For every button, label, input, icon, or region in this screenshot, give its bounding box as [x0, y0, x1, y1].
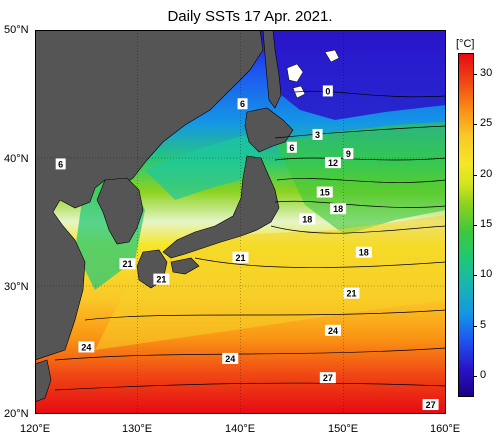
colorbar-tick-mark — [473, 225, 477, 226]
colorbar-tick-mark — [473, 375, 477, 377]
contour-label-bg — [78, 341, 95, 353]
contour-label-bg — [55, 158, 66, 170]
sakhalin-island — [262, 30, 282, 109]
contour-label: 18 — [333, 204, 343, 214]
contour-label-bg — [330, 203, 347, 215]
contour-label: 27 — [323, 373, 333, 383]
contour-label-bg — [237, 98, 248, 110]
contour-label: 12 — [328, 158, 338, 168]
contour-label-bg — [343, 287, 360, 299]
colorbar-tick-label: 20 — [480, 167, 493, 180]
colorbar-tick-mark — [473, 74, 477, 76]
contour-label-bg — [299, 213, 316, 225]
contour-label: 24 — [225, 354, 235, 364]
contour-label: 21 — [122, 259, 132, 269]
lat-label-50n: 50°N — [4, 24, 29, 36]
contour-label: 21 — [156, 275, 166, 285]
asia-mainland — [35, 30, 264, 361]
kuroshio-extension-band — [275, 122, 446, 235]
contour-label-bg — [422, 399, 439, 411]
contour-label-bg — [355, 246, 372, 258]
contour-label: 27 — [426, 400, 436, 410]
sea-ice-patch — [324, 49, 340, 63]
colorbar — [458, 53, 474, 397]
graticule — [35, 30, 446, 414]
contour-label: 18 — [359, 248, 369, 258]
colorbar-tick-mark — [473, 275, 477, 277]
sea-ice-patch — [286, 63, 304, 83]
colorbar-tick-mark — [473, 174, 477, 176]
lon-label-160e: 160°E — [430, 423, 461, 435]
lon-label-130e: 130°E — [122, 423, 153, 435]
map-frame — [35, 30, 446, 414]
contour-label: 24 — [81, 342, 91, 352]
colorbar-tick-label: 0 — [480, 368, 487, 381]
contour-label: 3 — [315, 130, 320, 140]
contour-label: 21 — [346, 289, 356, 299]
korean-peninsula — [96, 177, 144, 245]
contour-label: 15 — [320, 188, 330, 198]
contour-label-bg — [153, 273, 170, 285]
colorbar-tick-label: 30 — [480, 67, 493, 80]
colorbar-tick-label: 10 — [480, 268, 493, 281]
contour-label: 18 — [302, 214, 312, 224]
contour-label: 6 — [58, 159, 63, 169]
contour-label: 0 — [325, 86, 330, 96]
okhotsk-cold-water — [260, 30, 446, 120]
contour-label-bg — [119, 258, 136, 270]
colorbar-tick-mark — [473, 325, 477, 327]
contour-label: 6 — [289, 143, 294, 153]
contour-label: 24 — [328, 326, 338, 336]
lon-label-150e: 150°E — [328, 423, 359, 435]
contour-label-bg — [324, 324, 341, 336]
contour-label: 6 — [240, 99, 245, 109]
lon-label-120e: 120°E — [20, 423, 51, 435]
contour-label-bg — [343, 148, 354, 160]
contour-label-bg — [312, 128, 323, 140]
colorbar-tick-mark — [473, 124, 477, 126]
contour-label-bg — [319, 372, 336, 384]
hokkaido-island — [244, 107, 294, 153]
sea-of-japan-water — [145, 135, 260, 200]
lat-label-40n: 40°N — [4, 153, 29, 165]
contour-label-bg — [324, 157, 341, 169]
taiwan-island — [35, 359, 52, 403]
contour-label-bg — [316, 186, 333, 198]
contour-label-bg — [222, 352, 239, 364]
map-title: Daily SSTs 17 Apr. 2021. — [167, 8, 333, 25]
isotherm-lines — [54, 90, 446, 391]
contour-label: 9 — [346, 149, 351, 159]
lat-label-20n: 20°N — [4, 408, 29, 420]
shikoku-island — [170, 257, 200, 275]
contour-label: 21 — [235, 253, 245, 263]
contour-label-bg — [322, 85, 333, 97]
contour-label-bg — [286, 141, 297, 153]
lat-label-30n: 30°N — [4, 281, 29, 293]
lon-label-140e: 140°E — [225, 423, 256, 435]
colorbar-tick-label: 15 — [480, 218, 493, 230]
colorbar-tick-label: 5 — [480, 318, 487, 331]
contour-label-bg — [232, 251, 249, 263]
sst-map: 0 3 6 6 6 9 12 15 18 18 18 21 21 21 21 24 24 24 27 27 — [35, 30, 446, 414]
colorbar-tick-label: 25 — [480, 117, 493, 130]
honshu-island — [162, 155, 280, 259]
colorbar-unit: [°C] — [456, 38, 475, 50]
